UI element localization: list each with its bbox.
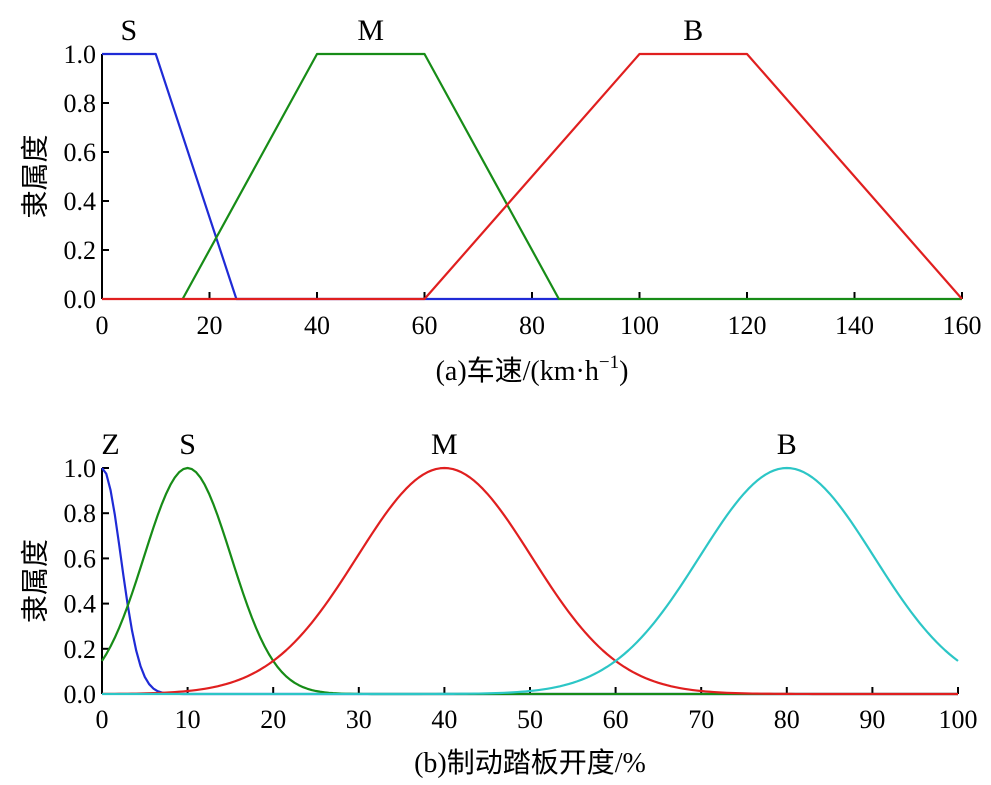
x-tick-label: 90: [859, 705, 885, 734]
y-tick-label: 0.2: [64, 236, 97, 265]
x-axis-label-main: (b)制动踏板开度/%: [414, 747, 646, 779]
x-tick-label: 100: [939, 705, 978, 734]
y-tick-label: 0.4: [64, 590, 97, 619]
y-tick-label: 0.4: [64, 187, 97, 216]
y-tick-label: 1.0: [64, 40, 97, 69]
y-tick-label: 0.6: [64, 138, 97, 167]
series-line-b: [102, 466, 959, 696]
x-tick-label: 0: [96, 705, 109, 734]
mf-label-b: B: [777, 428, 797, 461]
x-tick-label: 0: [96, 311, 109, 340]
x-axis-label-main: (a)车速/(km·h: [436, 355, 599, 387]
x-tick-label: 50: [517, 705, 543, 734]
x-tick-label: 30: [346, 705, 372, 734]
x-tick-label: 20: [197, 311, 223, 340]
y-tick-label: 0.0: [64, 285, 97, 314]
x-axis-label: (b)制动踏板开度/%: [414, 747, 646, 779]
mf-label-z: Z: [101, 428, 119, 461]
mf-label-s: S: [179, 428, 196, 461]
y-axis-label: 隶属度: [19, 539, 51, 623]
x-tick-label: 20: [260, 705, 286, 734]
series-line-s: [101, 466, 958, 696]
speed-membership-chart: 0.0 0.2 0.4 0.6 0.8 1.0 0 20 40 60 80 100 120 140 160 隶…: [19, 14, 981, 387]
x-tick-label: 10: [175, 705, 201, 734]
mf-label-m: M: [357, 14, 384, 47]
mf-label-b: B: [683, 14, 703, 47]
x-tick-label: 40: [304, 311, 330, 340]
mf-label-m: M: [431, 428, 458, 461]
series-line-s: [102, 52, 559, 301]
x-axis-label: (a)车速/(km·h−1): [436, 352, 629, 387]
x-tick-label: 40: [431, 705, 457, 734]
y-tick-label: 0.2: [64, 635, 97, 664]
series-line-m: [181, 52, 962, 301]
series-line-z: [101, 467, 958, 696]
x-tick-label: 80: [774, 705, 800, 734]
y-tick-label: 1.0: [64, 454, 97, 483]
x-tick-label: 60: [603, 705, 629, 734]
y-tick-label: 0.8: [64, 89, 97, 118]
x-tick-label: 60: [412, 311, 438, 340]
x-tick-label: 100: [620, 311, 659, 340]
x-tick-label: 80: [519, 311, 545, 340]
x-axis-label-end: ): [619, 356, 628, 387]
y-tick-label: 0.0: [64, 680, 97, 709]
x-tick-label: 70: [688, 705, 714, 734]
mf-label-s: S: [121, 14, 138, 47]
y-tick-label: 0.8: [64, 499, 97, 528]
x-tick-label: 160: [943, 311, 982, 340]
series-line-m: [101, 466, 958, 696]
y-axis-label: 隶属度: [19, 134, 51, 218]
series-line-b: [102, 52, 963, 301]
y-tick-label: 0.6: [64, 544, 97, 573]
x-tick-label: 120: [728, 311, 767, 340]
brake-pedal-membership-chart: 0.0 0.2 0.4 0.6 0.8 1.0 0 10 20 30 40 50 60 70 80 90 100…: [19, 428, 977, 779]
x-tick-label: 140: [835, 311, 874, 340]
x-axis-label-superscript: −1: [599, 352, 619, 373]
